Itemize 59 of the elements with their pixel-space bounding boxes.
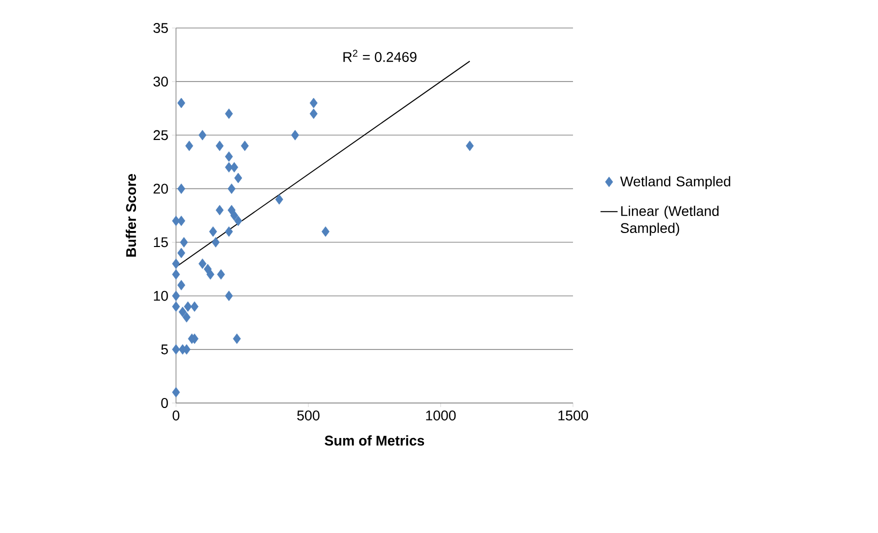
point [198,130,206,140]
point [180,237,188,248]
point [234,216,242,226]
point [178,306,187,318]
point [224,151,233,162]
point [177,248,186,258]
point [322,226,330,237]
point [224,290,233,302]
y-tick-label: 25 [154,130,168,140]
point [172,301,180,312]
point [177,280,186,290]
point [182,312,191,322]
point [224,226,233,237]
point [230,162,238,172]
point [177,184,186,194]
point [172,269,180,280]
legend-label: Linear (Wetland Sampled) [620,206,719,236]
point [172,387,180,398]
point [291,130,300,140]
point [177,216,186,226]
x-tick-label: 500 [297,410,320,420]
point [217,269,225,280]
point [310,108,318,119]
point [184,301,192,312]
point [230,210,238,221]
point [216,140,224,152]
point [209,226,218,237]
point [177,98,186,108]
x-tick-label: 1000 [426,410,456,420]
point [234,172,242,184]
y-axis-title: Buffer Score [126,174,136,257]
x-tick-label: 1500 [558,410,588,420]
point [190,301,198,312]
point [212,237,220,248]
annotation: R$^{2}$ = 0.2469 [343,50,416,62]
point [466,140,474,152]
point [172,344,180,355]
y-tick-label: 30 [153,76,168,87]
y-tick-label: 15 [154,237,168,248]
y-tick-label: 10 [154,290,168,301]
point [198,258,206,269]
y-tick-label: 20 [154,184,168,194]
point [228,184,236,194]
point [275,194,284,205]
point [240,140,249,152]
y-tick-label: 35 [153,23,168,33]
point [216,204,224,216]
point [172,290,180,302]
point [185,140,194,152]
point [206,269,214,280]
x-axis-title: Sum of Metrics [324,435,424,446]
legend-label: Wetland Sampled [620,176,730,190]
y-tick-label: 5 [161,344,168,354]
x-tick-label: 0 [172,410,180,420]
point [232,334,241,344]
point [310,98,318,108]
point [172,258,180,269]
y-tick-label: 0 [161,398,168,408]
point [224,108,233,119]
